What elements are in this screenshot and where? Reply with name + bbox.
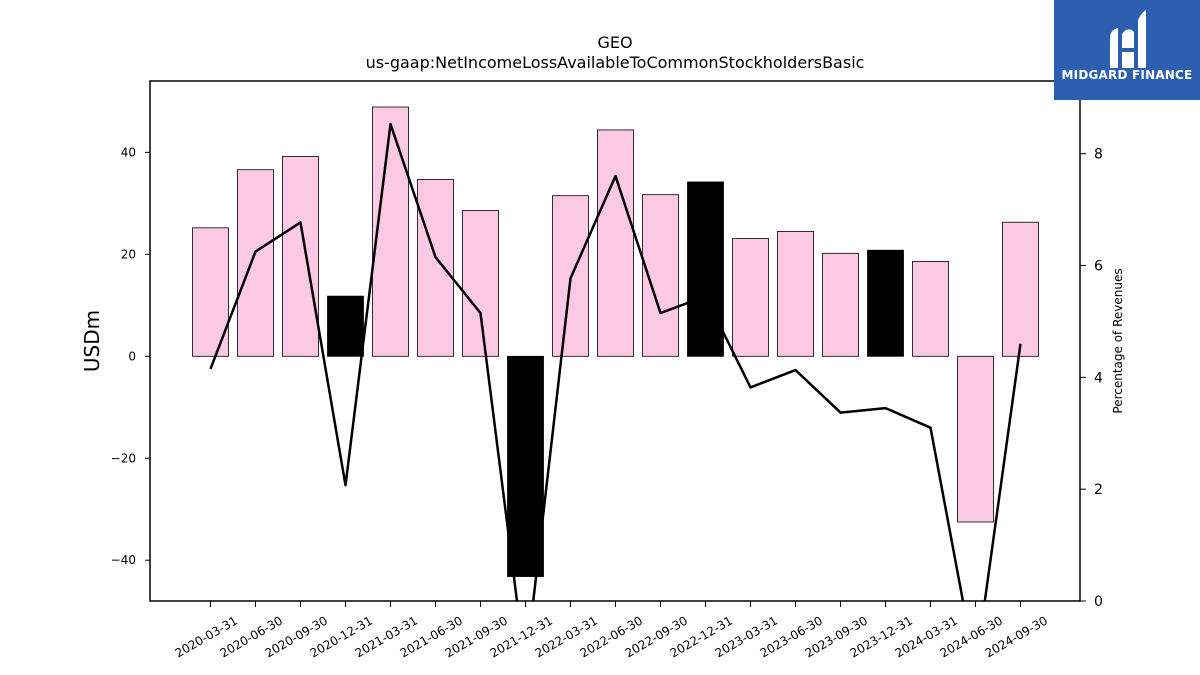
y-tick-label: 0: [128, 349, 136, 363]
bar-2023-09-30: [822, 252, 859, 357]
line-series: [209, 122, 1022, 601]
y-axis-label: USDm: [80, 310, 104, 372]
y-tick-label: 40: [121, 145, 136, 159]
y2-tick-label: 8: [1094, 147, 1103, 163]
bar-2021-03-31: [372, 106, 409, 357]
bar-series: [192, 106, 1039, 577]
bar-2020-12-31: [327, 295, 364, 357]
bar-2024-09-30: [1002, 221, 1039, 357]
bar-2021-09-30: [462, 210, 499, 357]
y-tick-label: −40: [111, 553, 136, 567]
logo-text: MIDGARD FINANCE: [1061, 68, 1193, 82]
y-tick-label: −20: [111, 451, 136, 465]
y2-tick-label: 2: [1094, 482, 1103, 498]
bar-2023-03-31: [732, 238, 769, 357]
bar-2024-06-30: [957, 355, 994, 523]
bar-2023-06-30: [777, 230, 814, 357]
y2-tick-label: 0: [1094, 594, 1103, 610]
y2-tick-label: 6: [1094, 259, 1103, 275]
chart-title: GEO: [597, 33, 632, 52]
bar-2021-06-30: [417, 178, 454, 357]
bar-2021-12-31: [507, 355, 544, 577]
chart-subtitle: us-gaap:NetIncomeLossAvailableToCommonSt…: [366, 53, 865, 72]
bar-2022-12-31: [687, 181, 724, 357]
bar-2022-06-30: [597, 129, 634, 357]
secondary-y-axis-label: Percentage of Revenues: [1111, 268, 1125, 413]
y2-tick-label: 4: [1094, 370, 1103, 386]
percentage-line: [209, 122, 1022, 601]
logo-mark-icon: [1110, 10, 1146, 68]
bar-2023-12-31: [867, 249, 904, 357]
bar-2020-09-30: [282, 156, 319, 357]
midgard-finance-logo: MIDGARD FINANCE: [1054, 0, 1200, 100]
bar-2024-03-31: [912, 261, 949, 357]
y-tick-label: 20: [121, 247, 136, 261]
bar-2020-06-30: [237, 169, 274, 357]
